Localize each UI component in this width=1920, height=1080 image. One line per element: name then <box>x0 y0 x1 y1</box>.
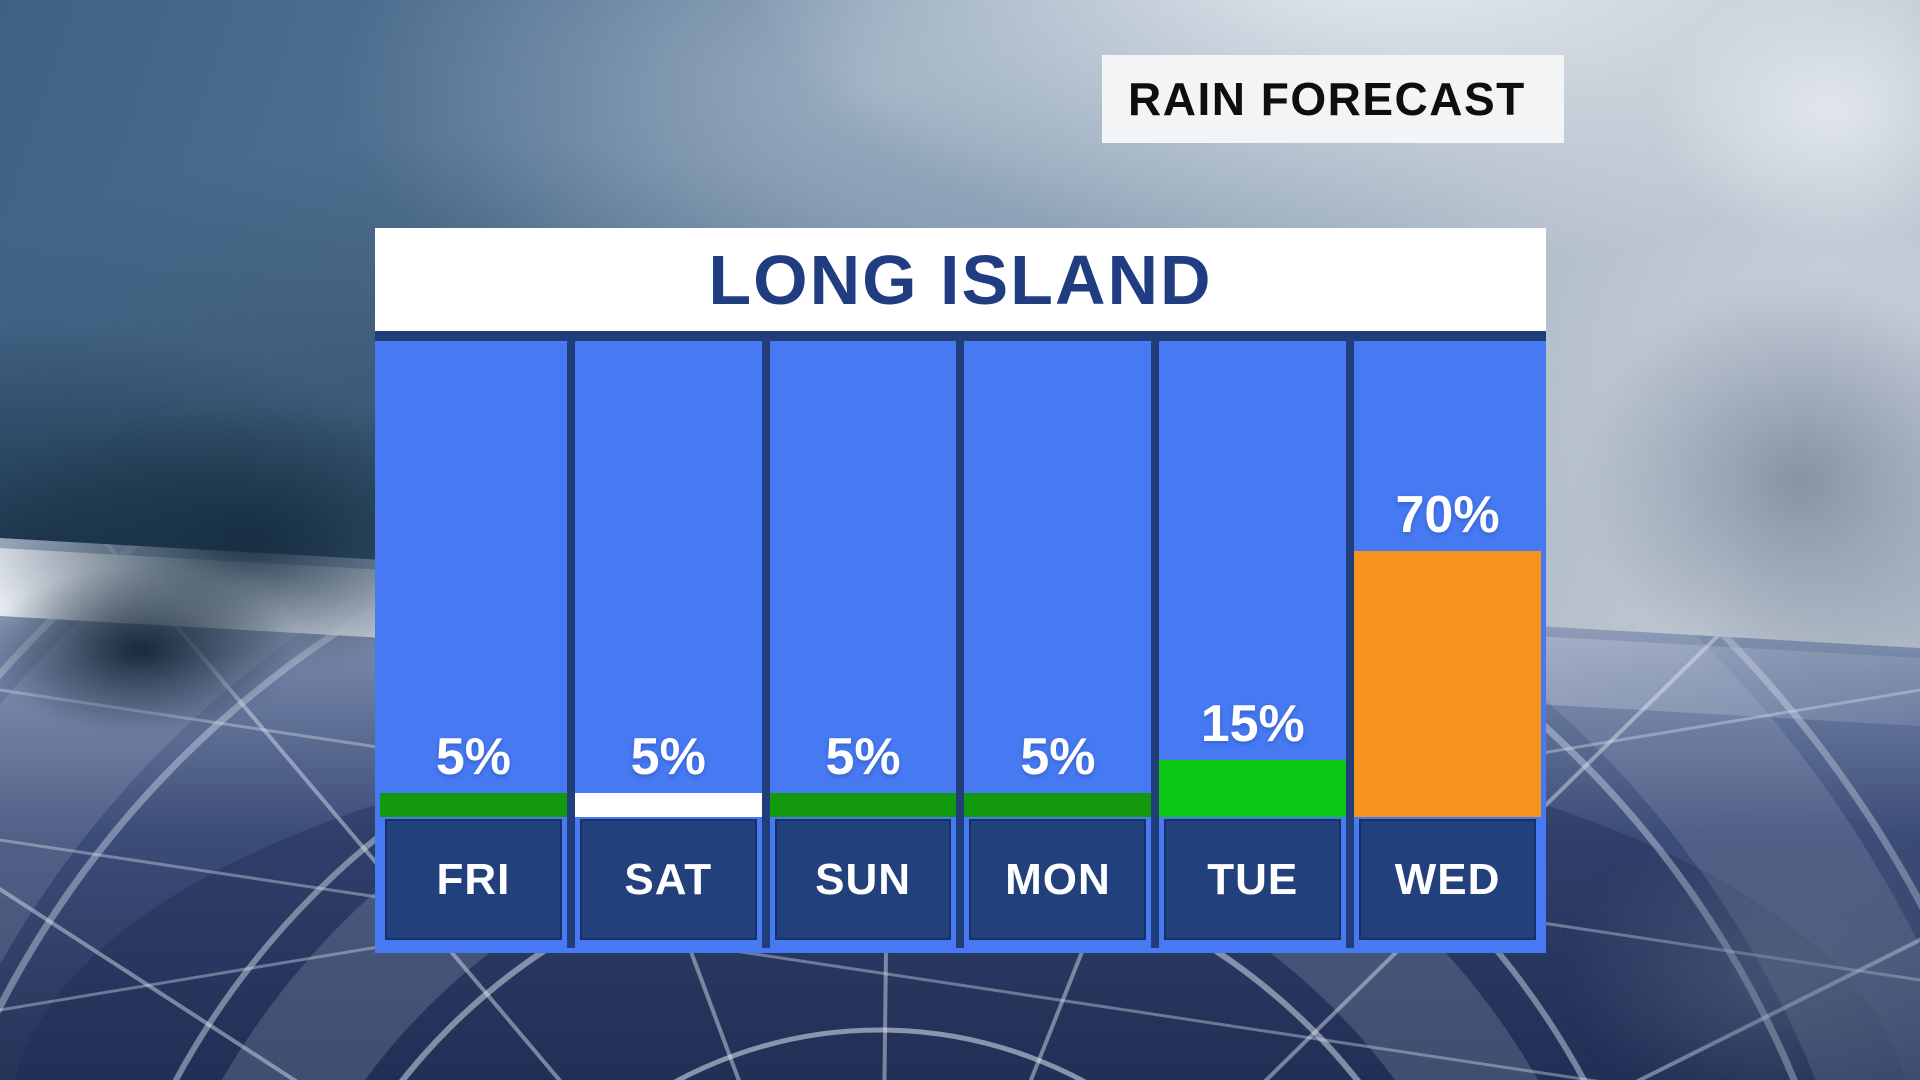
bars-row: 5% FRI 5% SAT 5% SUN 5% MON 15% TUE <box>375 341 1546 953</box>
rain-bar-segment <box>1354 551 1541 817</box>
day-label-box: FRI <box>385 819 562 940</box>
rain-chance-label: 5% <box>825 728 901 787</box>
rain-forecast-header: RAIN FORECAST <box>1102 55 1564 143</box>
rain-chance-label: 70% <box>1395 486 1500 545</box>
day-label-box: MON <box>969 819 1147 940</box>
bar-empty-area <box>1354 341 1541 488</box>
title-divider-stripe <box>375 331 1546 341</box>
forecast-panel: LONG ISLAND 5% FRI 5% SAT 5% SUN 5% MON <box>375 228 1546 953</box>
rain-bar-segment <box>769 793 957 817</box>
rain-bar-segment <box>964 793 1152 817</box>
day-label: MON <box>1005 854 1111 904</box>
bar-empty-area <box>1159 341 1346 697</box>
forecast-column-fri: 5% FRI <box>380 341 567 948</box>
day-label: TUE <box>1207 854 1299 904</box>
rain-bar-segment <box>574 793 762 817</box>
day-label-box: SUN <box>774 819 952 940</box>
day-label: FRI <box>436 854 511 904</box>
day-label-box: WED <box>1359 819 1536 940</box>
day-label: SUN <box>815 854 912 904</box>
rain-chance-label: 5% <box>630 728 706 787</box>
rain-forecast-title: RAIN FORECAST <box>1128 73 1526 125</box>
day-label: SAT <box>624 854 713 904</box>
forecast-column-mon: 5% MON <box>964 341 1152 948</box>
rain-chance-label: 5% <box>1020 728 1096 787</box>
bar-empty-area <box>380 341 567 730</box>
rain-chance-label: 15% <box>1200 695 1305 754</box>
forecast-column-sat: 5% SAT <box>574 341 762 948</box>
forecast-column-sun: 5% SUN <box>769 341 957 948</box>
day-label: WED <box>1394 854 1501 904</box>
rain-bar-segment <box>380 793 567 817</box>
bar-empty-area <box>964 341 1151 730</box>
day-label-box: TUE <box>1164 819 1342 940</box>
region-title: LONG ISLAND <box>708 240 1213 319</box>
bar-empty-area <box>575 341 762 730</box>
forecast-column-tue: 15% TUE <box>1159 341 1347 948</box>
day-label-box: SAT <box>579 819 757 940</box>
panel-title-bar: LONG ISLAND <box>375 228 1546 331</box>
rain-bar-segment <box>1159 760 1347 817</box>
rain-chance-label: 5% <box>435 728 511 787</box>
forecast-column-wed: 70% WED <box>1354 341 1541 948</box>
bar-empty-area <box>770 341 957 730</box>
